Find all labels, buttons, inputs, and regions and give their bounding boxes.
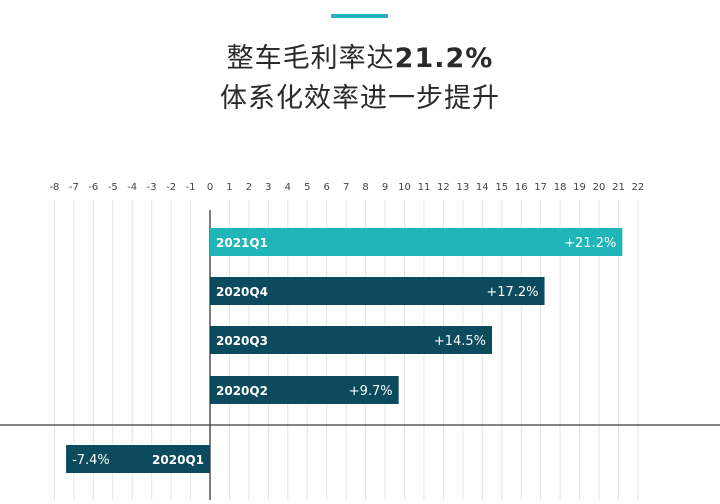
x-tick-label: 15 [495, 182, 508, 193]
x-tick-label: 1 [226, 182, 232, 193]
x-tick-label: 14 [476, 182, 489, 193]
value-label: +9.7% [349, 384, 393, 399]
x-tick-label: -3 [147, 182, 157, 193]
value-label: -7.4% [72, 453, 110, 468]
x-tick-label: 12 [437, 182, 450, 193]
x-tick-label: 8 [362, 182, 368, 193]
title-line-1: 整车毛利率达21.2% [0, 36, 720, 75]
x-tick-label: 20 [593, 182, 606, 193]
value-label: +14.5% [434, 334, 486, 349]
title-highlight-value: 21.2% [394, 43, 494, 74]
x-tick-label: 19 [573, 182, 586, 193]
x-tick-label: -2 [166, 182, 176, 193]
x-tick-label: 18 [554, 182, 567, 193]
x-tick-label: -8 [49, 182, 59, 193]
title-prefix: 整车毛利率达 [226, 43, 395, 74]
category-label: 2020Q3 [216, 334, 268, 348]
x-tick-label: 10 [398, 182, 411, 193]
x-tick-label: -6 [88, 182, 98, 193]
category-label: 2021Q1 [216, 236, 268, 250]
x-tick-label: 6 [324, 182, 330, 193]
x-tick-label: -7 [69, 182, 79, 193]
title-line-2: 体系化效率进一步提升 [220, 83, 500, 114]
category-label: 2020Q2 [216, 384, 268, 398]
x-tick-label: 5 [304, 182, 310, 193]
x-tick-label: 9 [382, 182, 388, 193]
bar-2021Q1 [210, 228, 623, 256]
x-tick-label: 4 [285, 182, 291, 193]
x-tick-label: 2 [246, 182, 252, 193]
category-label: 2020Q1 [152, 453, 204, 467]
x-tick-label: -5 [108, 182, 118, 193]
x-tick-label: 3 [265, 182, 271, 193]
x-tick-label: 0 [207, 182, 213, 193]
value-label: +17.2% [486, 285, 538, 300]
x-tick-label: 22 [632, 182, 645, 193]
x-tick-label: 16 [515, 182, 528, 193]
value-label: +21.2% [564, 236, 616, 251]
bar-2020Q3 [210, 326, 493, 354]
x-tick-label: 7 [343, 182, 349, 193]
x-tick-label: 17 [534, 182, 547, 193]
accent-rule [331, 14, 388, 18]
x-tick-label: 21 [612, 182, 625, 193]
bar-2020Q4 [210, 277, 545, 305]
bar-2020Q2 [210, 376, 399, 404]
x-tick-label: -4 [127, 182, 137, 193]
x-tick-label: -1 [186, 182, 196, 193]
x-tick-label: 11 [418, 182, 431, 193]
bar-2020Q1 [66, 445, 210, 473]
category-label: 2020Q4 [216, 285, 268, 299]
x-tick-label: 13 [456, 182, 469, 193]
